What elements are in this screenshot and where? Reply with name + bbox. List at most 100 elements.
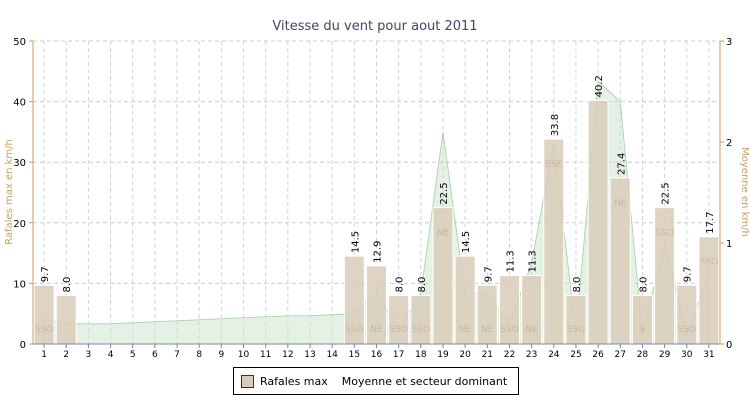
y2-tick-label: 1 xyxy=(726,239,732,250)
sector-label: S xyxy=(640,325,646,335)
y2-tick-label: 2 xyxy=(726,138,732,149)
bar-value-label: 33.8 xyxy=(550,114,561,136)
sector-label: SSO xyxy=(389,325,408,335)
sector-label: SSO xyxy=(567,325,586,335)
average-area xyxy=(43,80,710,345)
x-tick-label: 18 xyxy=(415,350,427,360)
bar-value-label: 40.2 xyxy=(594,75,605,97)
bar-value-label: 17.7 xyxy=(705,211,716,233)
x-tick-label: 17 xyxy=(393,350,404,360)
y2-tick-label: 3 xyxy=(726,37,732,48)
bar xyxy=(631,295,653,345)
y-tick-label: 20 xyxy=(13,219,26,230)
x-tick-label: 4 xyxy=(108,350,114,360)
sector-label: NE xyxy=(481,325,494,335)
bar xyxy=(698,236,720,345)
bar-value-label: 27.4 xyxy=(616,153,627,175)
bar xyxy=(587,99,609,345)
bar-value-label: 22.5 xyxy=(661,182,672,204)
bar-value-label: 9.7 xyxy=(483,266,494,282)
gust-bars xyxy=(33,99,720,345)
legend-label-gusts: Rafales max xyxy=(260,374,328,388)
bar-value-label: 9.7 xyxy=(683,266,694,282)
sector-label: NE xyxy=(459,325,472,335)
y-tick-label: 0 xyxy=(20,340,26,351)
bar-value-label: 22.5 xyxy=(439,182,450,204)
x-tick-label: 31 xyxy=(703,350,714,360)
x-tick-label: 7 xyxy=(174,350,180,360)
bar-value-label: 9.7 xyxy=(40,266,51,282)
bar-value-label: 12.9 xyxy=(373,241,384,263)
sector-label: NE xyxy=(370,325,383,335)
x-tick-label: 5 xyxy=(130,350,136,360)
sector-labels: SSO SSO NE SSO SSO NE NE NE SSO NE ESE SSO NE S SSO SSO… xyxy=(35,160,718,335)
sector-label: NE xyxy=(437,229,450,239)
x-tick-label: 30 xyxy=(681,350,693,360)
x-tick-label: 23 xyxy=(526,350,537,360)
legend-label-average: Moyenne et secteur dominant xyxy=(341,374,508,388)
x-tick-label: 6 xyxy=(152,350,158,360)
bar-value-labels: 9.7 8.0 14.5 12.9 8.0 8.0 22.5 14.5 9.7 11.3 11.3 3… xyxy=(40,75,716,292)
sector-label: SSO xyxy=(655,229,674,239)
x-tick-label: 8 xyxy=(196,350,202,360)
x-tick-label: 28 xyxy=(637,350,649,360)
bar-value-label: 11.3 xyxy=(505,250,516,272)
bar-value-label: 8.0 xyxy=(395,277,406,293)
bar xyxy=(410,295,432,345)
sector-label: SSO xyxy=(35,325,54,335)
x-tick-label: 25 xyxy=(570,350,581,360)
bar xyxy=(388,295,410,345)
x-tick-label: 3 xyxy=(86,350,92,360)
sector-label: NE xyxy=(614,199,627,209)
y-tick-label: 10 xyxy=(13,279,26,290)
x-tick-label: 21 xyxy=(482,350,493,360)
bar xyxy=(676,284,698,345)
x-tick-label: 12 xyxy=(282,350,293,360)
y-tick-label: 40 xyxy=(13,98,26,109)
x-tick-label: 2 xyxy=(63,350,69,360)
x-tick-label: 26 xyxy=(592,350,604,360)
x-tick-label: 22 xyxy=(504,350,515,360)
bar-value-label: 8.0 xyxy=(62,277,73,293)
x-tick-label: 24 xyxy=(548,350,560,360)
legend-swatch-gusts xyxy=(241,374,254,388)
y-tick-label: 50 xyxy=(13,37,26,48)
sector-label: SSO xyxy=(700,258,719,268)
x-tick-label: 16 xyxy=(371,350,383,360)
x-tick-label: 19 xyxy=(437,350,449,360)
sector-label: SSO xyxy=(500,325,519,335)
average-area-path xyxy=(43,80,710,345)
chart-title: Vitesse du vent pour aout 2011 xyxy=(272,19,477,34)
x-tick-label: 13 xyxy=(304,350,315,360)
bar xyxy=(33,284,55,345)
x-tick-label: 1 xyxy=(41,350,47,360)
bar-value-label: 8.0 xyxy=(417,277,428,293)
sector-label: SSO xyxy=(345,325,364,335)
bar xyxy=(565,295,587,345)
x-tick-label: 11 xyxy=(260,350,271,360)
legend: Rafales max Moyenne et secteur dominant xyxy=(233,367,519,395)
x-tick-label: 20 xyxy=(459,350,471,360)
x-tick-label: 29 xyxy=(659,350,671,360)
x-tick-label: 10 xyxy=(238,350,250,360)
y-tick-label: 30 xyxy=(13,158,26,169)
y-axis-right-label: Moyenne en km/h xyxy=(739,147,750,237)
x-tick-label: 15 xyxy=(349,350,360,360)
sector-label: SSO xyxy=(678,325,697,335)
x-tick-label: 14 xyxy=(326,350,338,360)
bar-value-label: 11.3 xyxy=(528,250,539,272)
bar-value-label: 8.0 xyxy=(572,277,583,293)
sector-label: ESE xyxy=(545,160,562,170)
bar xyxy=(476,284,498,345)
y-axis-left-label: Rafales max en km/h xyxy=(4,139,15,245)
bar xyxy=(55,295,77,345)
bar-value-label: 8.0 xyxy=(638,277,649,293)
x-tick-label: 27 xyxy=(615,350,626,360)
y2-tick-label: 0 xyxy=(726,340,732,351)
x-tick-label: 9 xyxy=(219,350,225,360)
sector-label: SSO xyxy=(412,325,431,335)
bar-value-label: 14.5 xyxy=(461,231,472,253)
sector-label: NE xyxy=(525,325,538,335)
